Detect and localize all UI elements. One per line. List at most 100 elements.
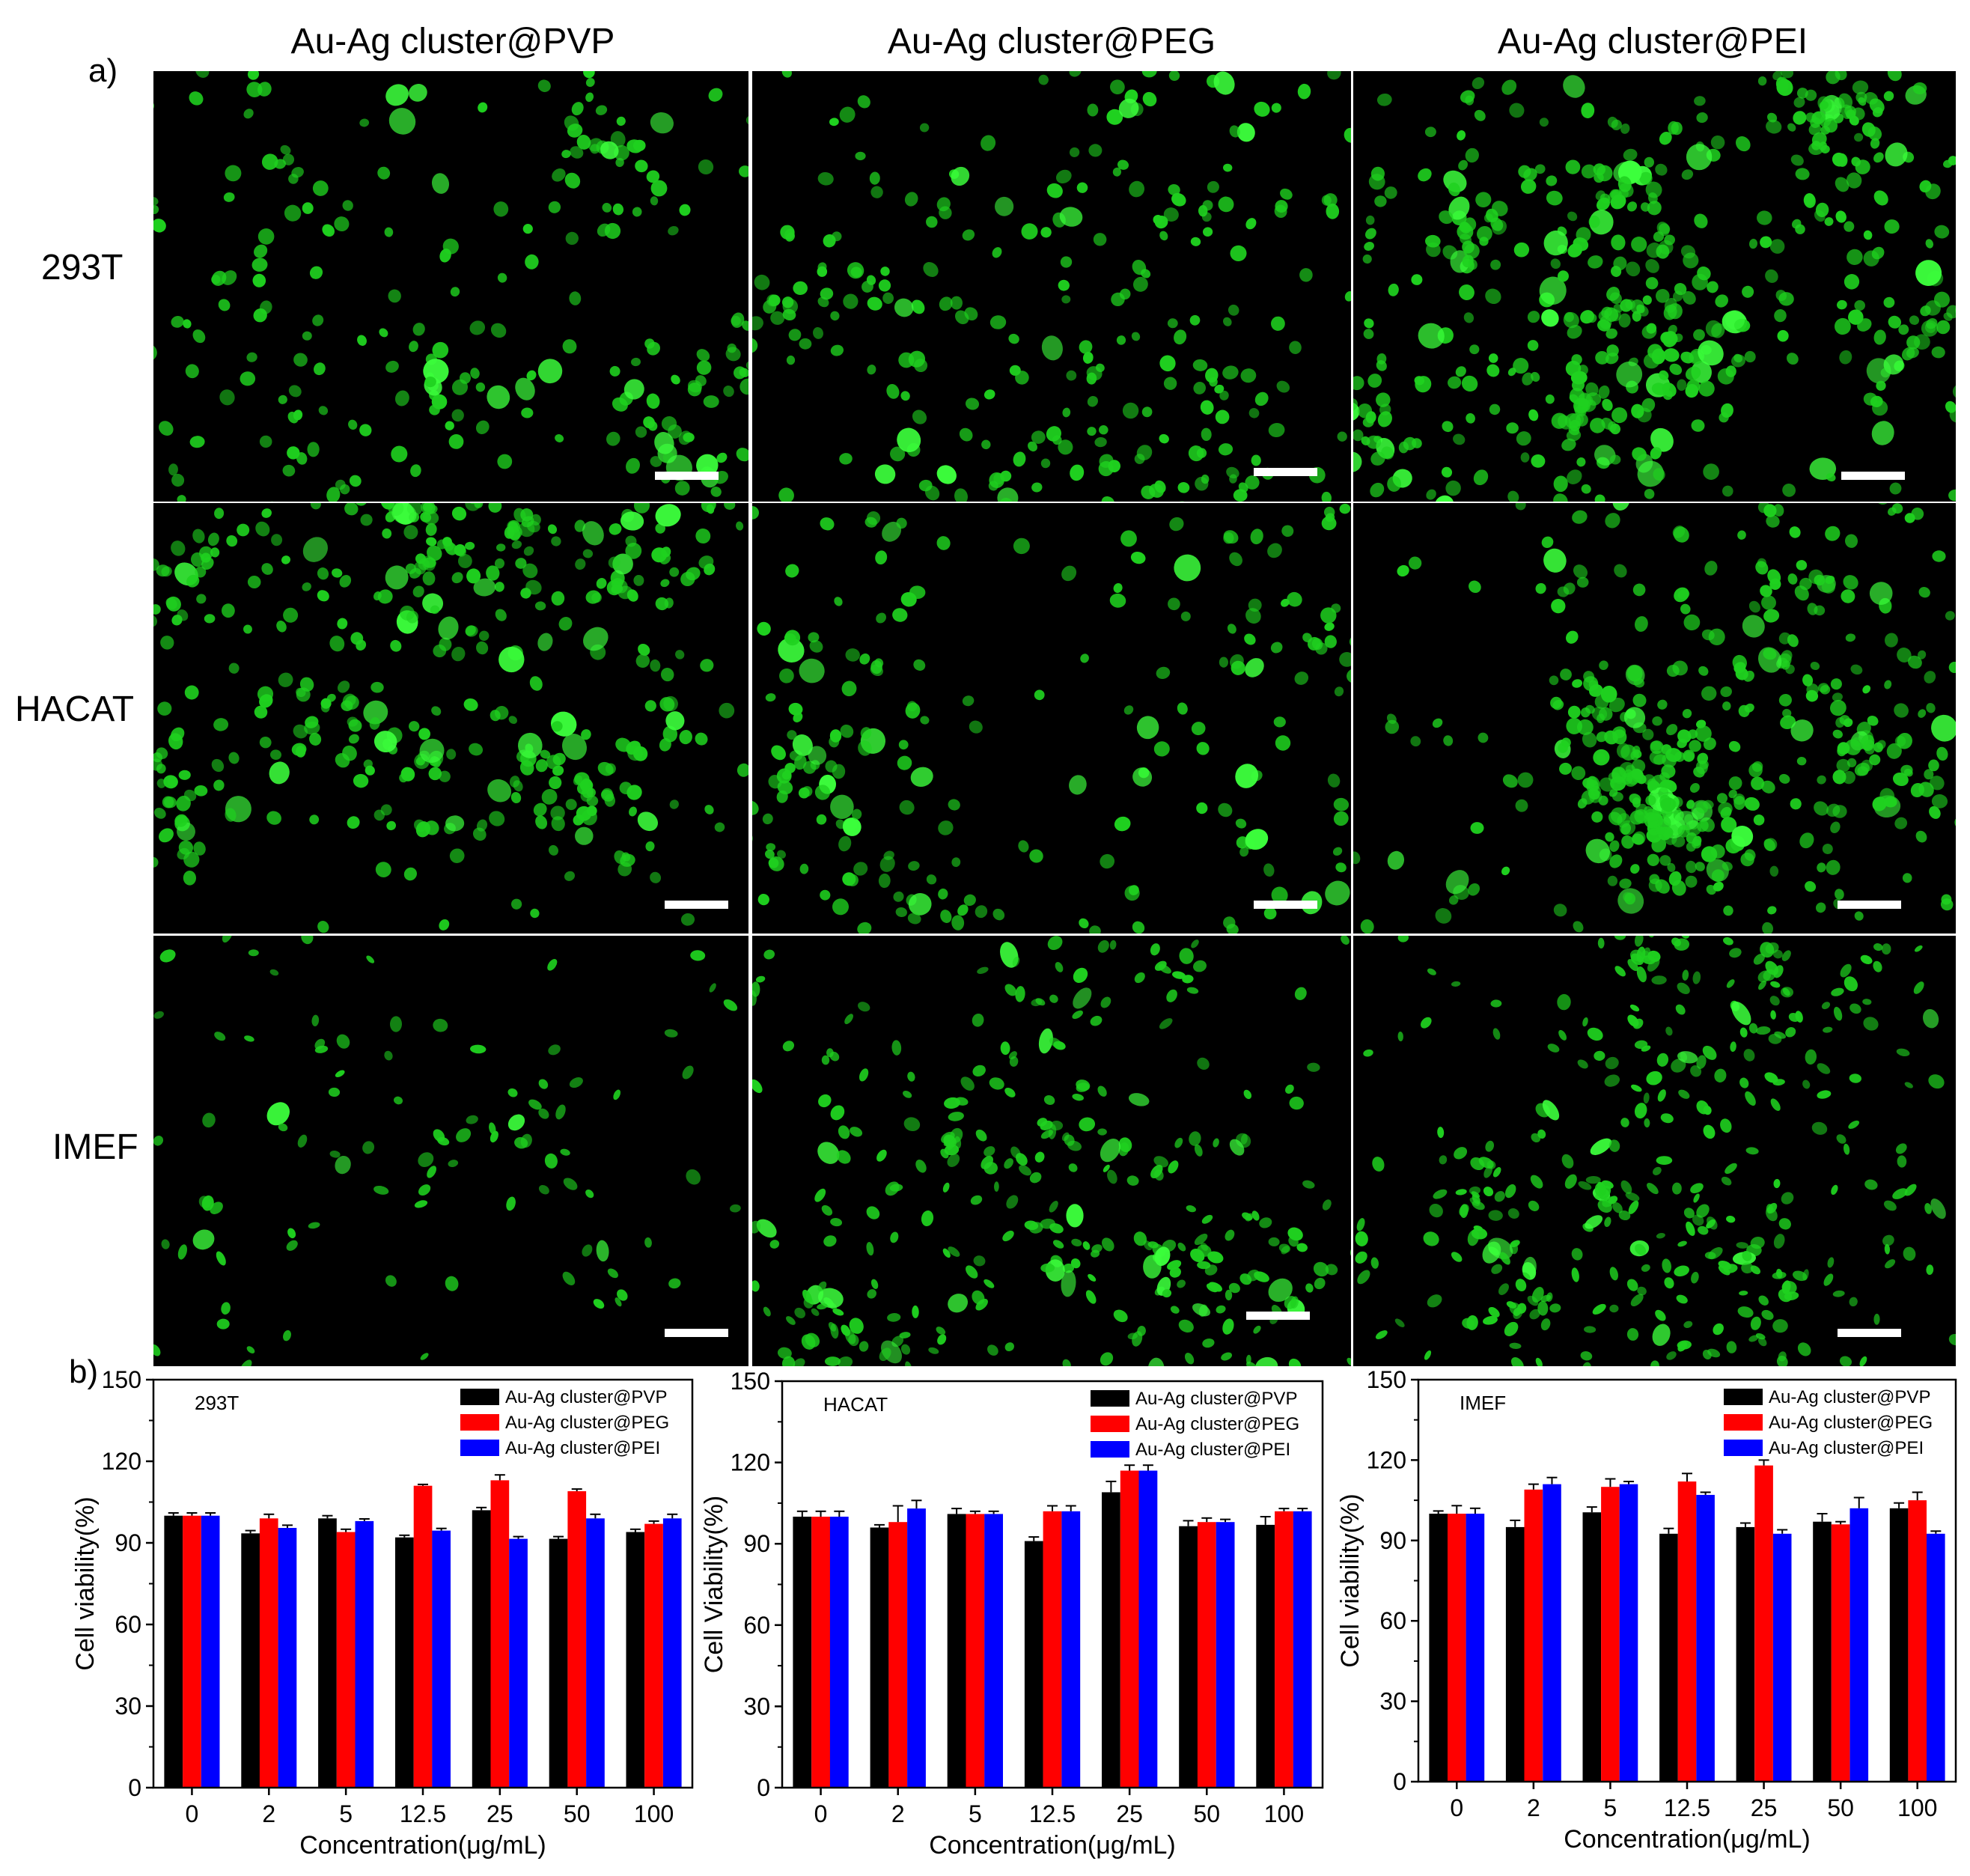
- row-label-293t: 293T: [41, 248, 123, 287]
- bar: [1179, 1526, 1198, 1788]
- bar: [1543, 1484, 1561, 1782]
- column-title-peg: Au-Ag cluster@PEG: [887, 22, 1216, 61]
- bar: [1275, 1511, 1293, 1788]
- bar: [318, 1518, 337, 1788]
- y-tick-label: 150: [102, 1366, 141, 1393]
- scale-bar: [665, 1329, 728, 1337]
- bar: [1524, 1489, 1543, 1782]
- column-title-pvp: Au-Ag cluster@PVP: [290, 22, 615, 61]
- bar: [336, 1532, 356, 1788]
- x-tick-label: 100: [634, 1800, 674, 1827]
- x-tick-label: 0: [1450, 1794, 1463, 1821]
- micrograph-hacat-pei: [1353, 503, 1956, 934]
- x-tick-label: 25: [1116, 1800, 1143, 1827]
- bar: [662, 1518, 682, 1788]
- bar: [1601, 1487, 1620, 1782]
- bar: [1256, 1524, 1275, 1788]
- x-tick-label: 5: [339, 1800, 353, 1827]
- bar: [829, 1517, 849, 1788]
- y-tick-label: 90: [115, 1529, 141, 1556]
- legend-swatch: [460, 1389, 499, 1405]
- x-axis-label: Concentration(μg/mL): [929, 1831, 1176, 1860]
- bar: [1448, 1514, 1466, 1782]
- x-tick-label: 50: [564, 1800, 591, 1827]
- legend-swatch: [1724, 1440, 1763, 1456]
- scale-bar: [1841, 472, 1905, 480]
- bar: [355, 1520, 374, 1788]
- x-tick-label: 5: [1604, 1794, 1617, 1821]
- scale-bar: [1838, 901, 1901, 909]
- legend-label: Au-Ag cluster@PEI: [1135, 1440, 1290, 1460]
- y-tick-label: 120: [102, 1448, 141, 1475]
- y-tick-label: 0: [128, 1774, 141, 1801]
- bar: [1831, 1524, 1850, 1782]
- scale-bar: [665, 901, 728, 909]
- micrograph-imef-pvp: [153, 936, 748, 1366]
- y-tick-label: 90: [1379, 1527, 1406, 1554]
- scale-bar: [655, 472, 719, 480]
- y-tick-label: 60: [743, 1612, 770, 1639]
- x-axis-label: Concentration(μg/mL): [299, 1831, 546, 1860]
- y-tick-label: 120: [1367, 1446, 1406, 1473]
- micrograph-293t-peg: [752, 71, 1351, 502]
- x-tick-label: 5: [969, 1800, 982, 1827]
- bar: [1813, 1521, 1832, 1782]
- bar: [549, 1538, 568, 1788]
- bar: [1582, 1512, 1602, 1782]
- bar: [1889, 1508, 1909, 1782]
- bar: [490, 1480, 510, 1788]
- y-tick-label: 150: [731, 1368, 770, 1395]
- legend-label: Au-Ag cluster@PVP: [505, 1387, 667, 1407]
- chart-title: 293T: [195, 1392, 239, 1414]
- micrograph-hacat-peg: [752, 503, 1351, 934]
- bar: [278, 1528, 297, 1788]
- legend-swatch: [1724, 1389, 1763, 1405]
- x-axis-label: Concentration(μg/mL): [1564, 1825, 1811, 1854]
- bar: [984, 1514, 1003, 1788]
- y-tick-label: 30: [743, 1693, 770, 1720]
- legend-label: Au-Ag cluster@PVP: [1135, 1389, 1297, 1409]
- bar: [1677, 1481, 1697, 1782]
- bar: [870, 1527, 889, 1788]
- bar: [432, 1530, 451, 1788]
- legend-label: Au-Ag cluster@PEG: [505, 1413, 669, 1433]
- legend-swatch: [460, 1440, 499, 1456]
- bar: [241, 1533, 260, 1788]
- bar: [164, 1515, 183, 1788]
- y-tick-label: 30: [115, 1693, 141, 1720]
- x-tick-label: 25: [487, 1800, 513, 1827]
- panel-b-label: b): [69, 1353, 99, 1390]
- scale-bar: [1254, 901, 1317, 909]
- bar: [1754, 1465, 1773, 1782]
- x-tick-label: 100: [1897, 1794, 1937, 1821]
- legend-label: Au-Ag cluster@PEG: [1769, 1413, 1933, 1433]
- y-axis-label: Cell viability(%): [71, 1496, 100, 1670]
- bar: [626, 1532, 645, 1788]
- legend-label: Au-Ag cluster@PVP: [1769, 1387, 1930, 1407]
- y-axis-label: Cell Viability(%): [700, 1496, 728, 1673]
- legend-swatch: [1724, 1414, 1763, 1431]
- bar: [509, 1538, 528, 1788]
- micrograph-imef-pei: [1353, 936, 1956, 1366]
- x-tick-label: 0: [814, 1800, 828, 1827]
- y-tick-label: 90: [743, 1530, 770, 1557]
- y-axis-label: Cell viability(%): [1336, 1493, 1364, 1667]
- bar: [1696, 1494, 1715, 1782]
- bar: [1293, 1511, 1312, 1788]
- bar: [888, 1522, 908, 1788]
- y-tick-label: 60: [115, 1611, 141, 1638]
- micrograph-293t-pei: [1353, 71, 1956, 502]
- scale-bar: [1254, 468, 1317, 476]
- bar: [1061, 1511, 1081, 1788]
- bar: [1849, 1508, 1869, 1782]
- bar: [1120, 1470, 1139, 1788]
- bar: [907, 1508, 926, 1788]
- bar: [1772, 1533, 1792, 1782]
- bar: [472, 1510, 491, 1788]
- bar: [811, 1517, 830, 1788]
- x-tick-label: 50: [1193, 1800, 1220, 1827]
- chart-title: HACAT: [823, 1393, 888, 1416]
- bar: [1736, 1526, 1755, 1782]
